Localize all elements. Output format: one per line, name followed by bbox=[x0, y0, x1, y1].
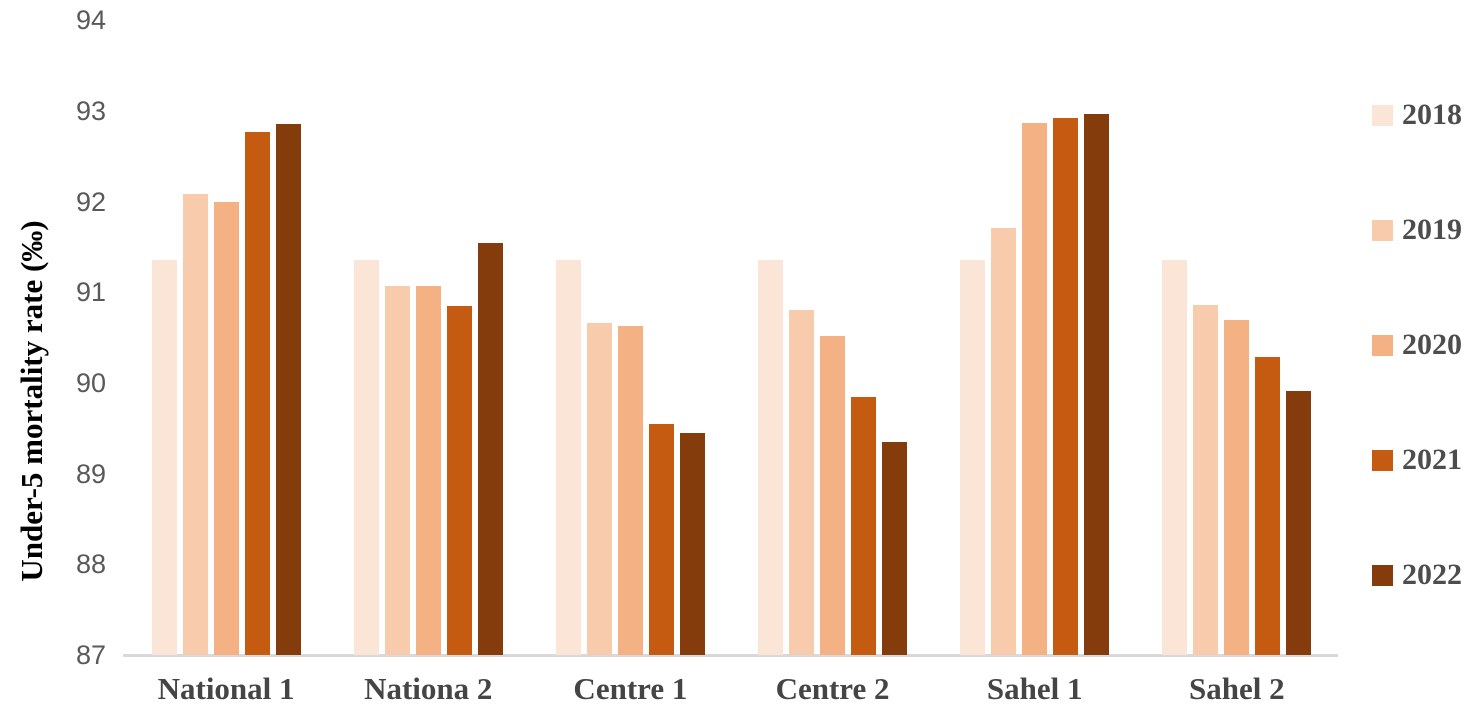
bar-group: National 1 bbox=[151, 0, 301, 706]
bar-2021 bbox=[1053, 118, 1079, 655]
bar-2022 bbox=[679, 432, 705, 655]
y-tick-label: 92 bbox=[75, 186, 106, 217]
bar-2021 bbox=[851, 397, 877, 655]
bar-2021 bbox=[648, 423, 674, 655]
bar-2018 bbox=[151, 260, 177, 655]
bar-2022 bbox=[882, 441, 908, 655]
legend-label: 2021 bbox=[1402, 443, 1462, 476]
bar-2019 bbox=[1193, 304, 1219, 655]
bar-2021 bbox=[244, 131, 270, 655]
legend-label: 2020 bbox=[1402, 328, 1462, 361]
legend-item: 2019 bbox=[1372, 215, 1462, 245]
y-axis-ticks: 94 93 92 91 90 89 88 87 bbox=[0, 0, 106, 721]
legend-swatch-icon bbox=[1372, 104, 1393, 126]
plot-area: National 1 Nationa 2 Centre 1 Centre 2 Sahel… bbox=[125, 0, 1338, 706]
bar-2021 bbox=[1255, 356, 1281, 655]
bar-2019 bbox=[384, 285, 410, 655]
category-label: Centre 2 bbox=[775, 671, 890, 706]
legend-item: 2018 bbox=[1372, 100, 1462, 130]
legend-label: 2019 bbox=[1402, 213, 1462, 246]
bar-2022 bbox=[477, 243, 503, 655]
bar-group: Sahel 1 bbox=[960, 0, 1110, 706]
category-label: Sahel 2 bbox=[1189, 671, 1285, 706]
bar-2022 bbox=[275, 124, 301, 655]
y-tick-label: 94 bbox=[75, 5, 106, 36]
legend-label: 2022 bbox=[1402, 558, 1462, 591]
bar-2018 bbox=[1162, 260, 1188, 655]
bar-group: Sahel 2 bbox=[1162, 0, 1312, 706]
legend-item: 2021 bbox=[1372, 445, 1462, 475]
legend-swatch-icon bbox=[1372, 334, 1393, 356]
bar-2019 bbox=[991, 227, 1017, 655]
bar-2020 bbox=[1022, 122, 1048, 655]
bar-2018 bbox=[555, 260, 581, 655]
bar-2020 bbox=[1224, 320, 1250, 655]
bar-2019 bbox=[586, 323, 612, 655]
y-tick-label: 90 bbox=[75, 367, 106, 398]
bar-2022 bbox=[1286, 391, 1312, 655]
category-label: Sahel 1 bbox=[986, 671, 1083, 706]
legend: 2018 2019 2020 2021 2022 bbox=[1372, 100, 1462, 590]
y-tick-label: 91 bbox=[75, 277, 106, 308]
bar-2020 bbox=[213, 201, 239, 655]
bar-2020 bbox=[820, 335, 846, 655]
legend-swatch-icon bbox=[1372, 219, 1393, 241]
bar-group: Centre 2 bbox=[758, 0, 908, 706]
bar-2020 bbox=[617, 325, 643, 655]
category-label: Nationa 2 bbox=[364, 671, 493, 706]
bar-group: Centre 1 bbox=[555, 0, 705, 706]
bar-2019 bbox=[182, 194, 208, 655]
legend-label: 2018 bbox=[1402, 98, 1462, 131]
bar-2022 bbox=[1084, 114, 1110, 655]
legend-item: 2020 bbox=[1372, 330, 1462, 360]
y-tick-label: 88 bbox=[75, 549, 106, 580]
bar-2018 bbox=[353, 260, 379, 655]
bar-2019 bbox=[789, 310, 815, 655]
bar-group: Nationa 2 bbox=[353, 0, 503, 706]
bar-2021 bbox=[446, 305, 472, 655]
legend-item: 2022 bbox=[1372, 560, 1462, 590]
y-tick-label: 89 bbox=[75, 458, 106, 489]
category-label: National 1 bbox=[157, 671, 295, 706]
y-tick-label: 93 bbox=[75, 95, 106, 126]
x-axis-line bbox=[123, 654, 1338, 657]
bar-2018 bbox=[758, 260, 784, 655]
legend-swatch-icon bbox=[1372, 564, 1393, 586]
category-label: Centre 1 bbox=[573, 671, 688, 706]
bar-2018 bbox=[960, 260, 986, 655]
bar-2020 bbox=[415, 285, 441, 655]
y-tick-label: 87 bbox=[75, 640, 106, 670]
legend-swatch-icon bbox=[1372, 449, 1393, 471]
